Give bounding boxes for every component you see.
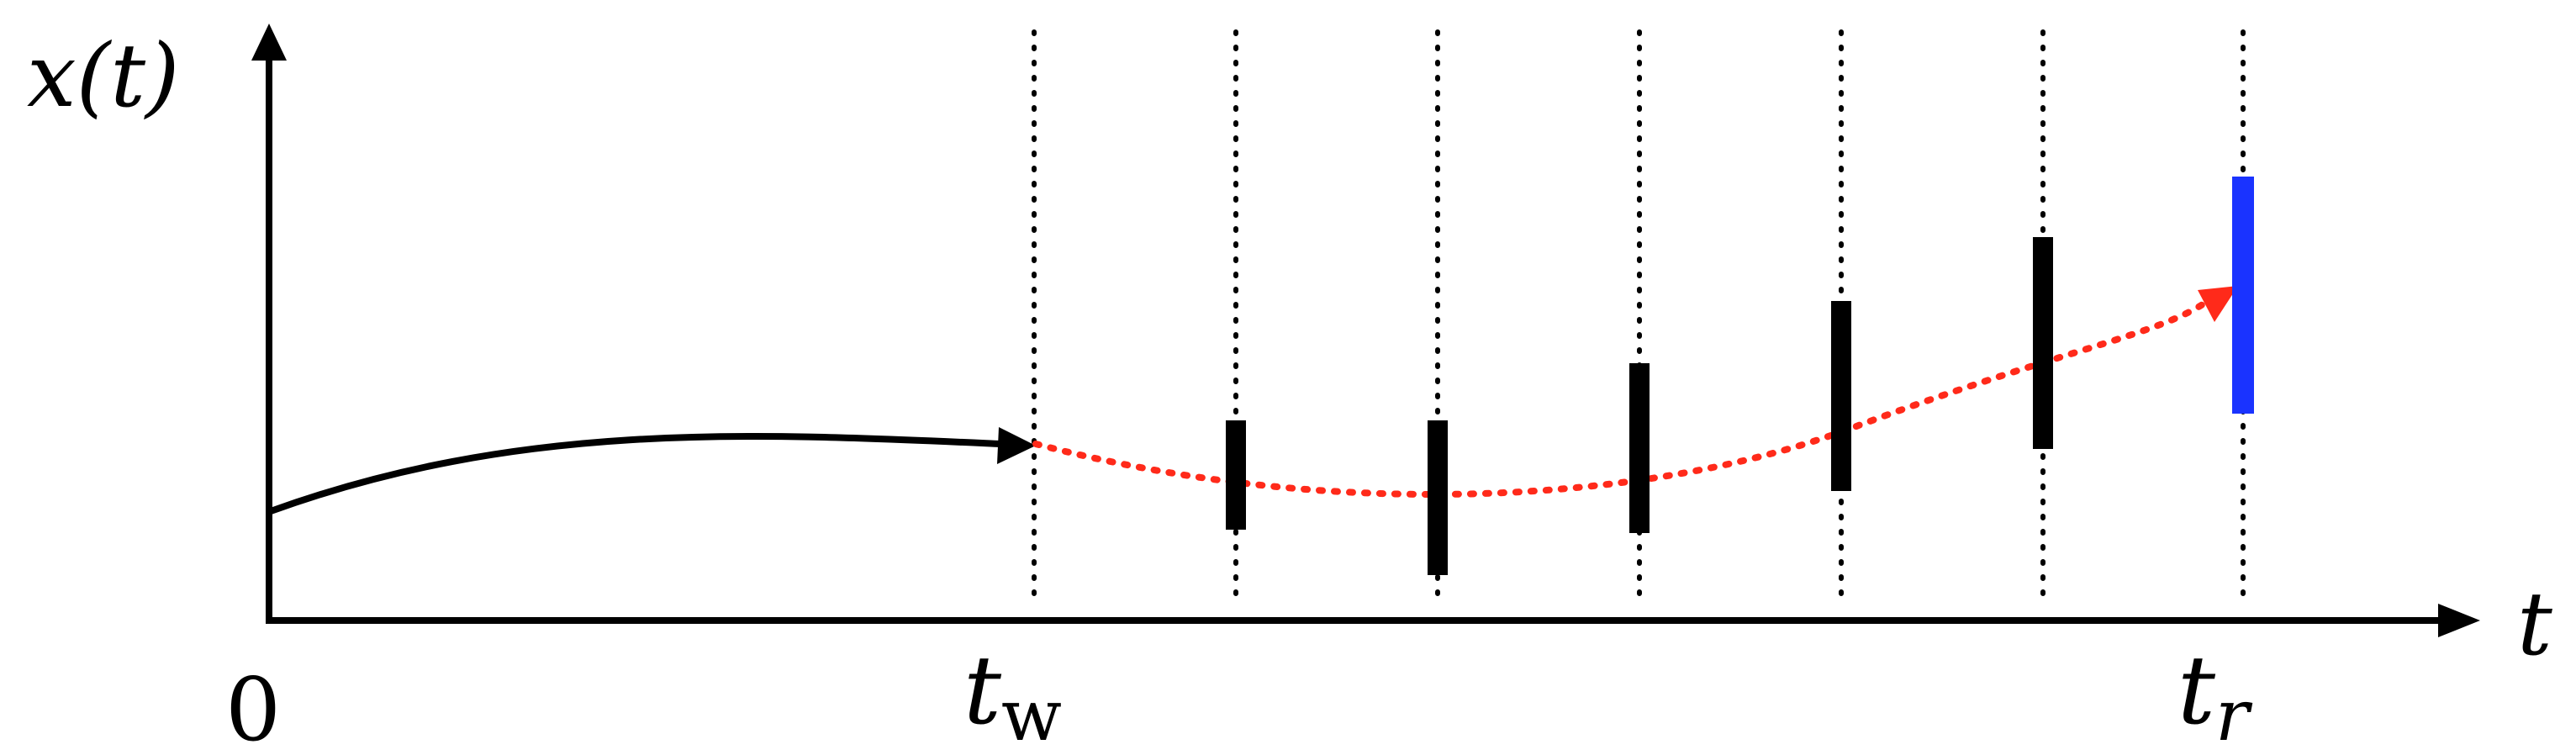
error-bar-1	[1226, 420, 1246, 530]
extrapolation-arrowhead	[2198, 286, 2238, 322]
error-bar-2	[1428, 420, 1448, 575]
y-axis-arrowhead	[251, 24, 287, 61]
x-axis-label: t	[2517, 573, 2552, 675]
error-bars	[1226, 237, 2053, 575]
tr-label: tr	[2177, 636, 2253, 755]
tw-label: tw	[963, 636, 1062, 755]
error-bar-4	[1831, 301, 1851, 491]
tw-label-main: t	[963, 636, 1002, 746]
error-bar-3	[1629, 363, 1650, 533]
x-axis-arrowhead	[2438, 604, 2480, 637]
observed-trajectory-arrowhead	[997, 427, 1036, 464]
error-bar-5	[2033, 237, 2053, 449]
tr-label-main: t	[2177, 636, 2216, 746]
origin-label: 0	[225, 658, 281, 755]
final-error-bar	[2232, 177, 2254, 414]
tw-label-sub: w	[1001, 674, 1062, 755]
observed-trajectory-curve	[269, 432, 1001, 515]
y-axis-label: x(t)	[27, 24, 180, 127]
extrapolation-curve	[1032, 301, 2206, 498]
tr-label-sub: r	[2215, 674, 2253, 755]
